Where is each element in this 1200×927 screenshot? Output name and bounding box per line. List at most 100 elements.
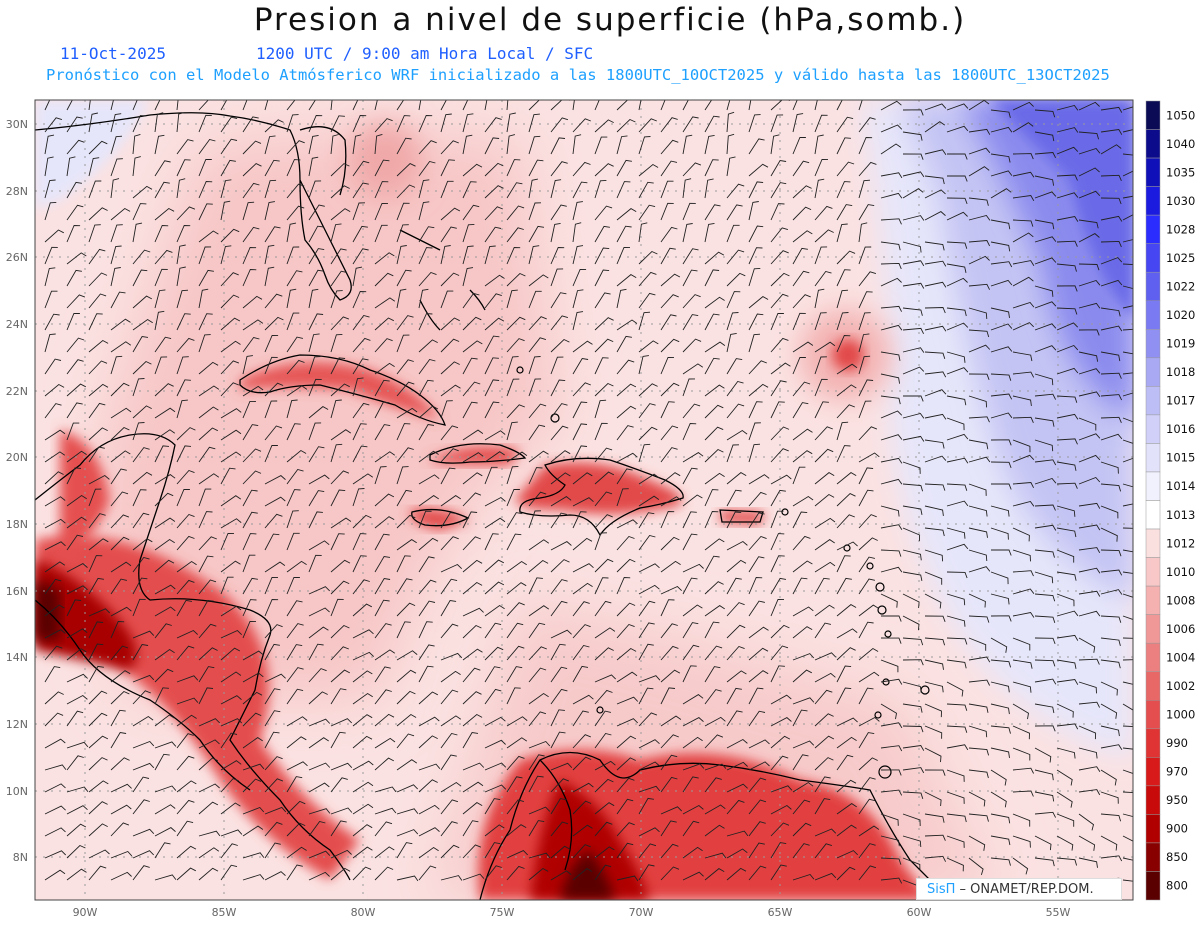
wind-barb [770,842,787,859]
wind-barb [528,605,550,617]
wind-barb [286,532,300,551]
wind-barb [814,539,835,551]
wind-barb [88,112,98,133]
wind-barb [242,874,265,881]
wind-barb [66,673,88,683]
wind-barb [924,439,945,449]
wind-barb [110,382,130,397]
wind-barb [1056,791,1073,808]
wind-barb [880,324,903,331]
wind-barb [770,555,785,573]
wind-barb [396,829,419,837]
wind-barb [924,615,946,622]
wind-barb [726,472,747,485]
wind-barb [352,266,363,287]
wind-barb [990,659,1012,668]
wind-barb [924,121,946,133]
wind-barb [594,514,613,529]
wind-barb [88,555,103,573]
wind-barb [418,160,436,177]
wind-barb [1122,593,1133,598]
wind-barb [682,694,704,705]
wind-barb [616,798,634,815]
wind-barb [1012,570,1034,577]
wind-barb [484,335,500,353]
wind-barb [660,715,682,727]
wind-barb [814,604,835,617]
wind-barb [330,470,350,485]
wind-barb [1056,307,1078,315]
wind-barb [660,117,678,133]
wind-barb [594,136,608,155]
wind-barb [1100,703,1118,719]
wind-barb [1100,129,1123,135]
wind-barb [352,314,370,331]
wind-barb [286,846,307,859]
wind-barb [88,538,109,551]
wind-barb [550,247,565,265]
wind-barb [968,240,991,247]
wind-barb [572,624,591,639]
wind-barb [594,317,614,331]
wind-barb [418,827,440,837]
wind-barb [374,493,395,507]
wind-barb [1012,195,1035,202]
wind-barb [682,604,703,617]
wind-barb [858,400,872,419]
wind-barb [726,403,745,419]
wind-barb [792,697,815,705]
wind-barb [176,820,194,837]
wind-barb [176,112,185,133]
wind-barb [528,539,550,551]
wind-barb [242,100,248,111]
wind-barb [330,248,347,265]
wind-barb [528,403,547,419]
wind-barb [484,357,499,375]
wind-barb [1100,569,1123,576]
wind-barb [770,474,792,485]
wind-barb [594,357,609,375]
wind-barb [484,739,506,749]
wind-barb [88,665,104,683]
wind-barb [1100,279,1123,287]
wind-barb [836,803,857,815]
wind-barb [264,599,279,617]
wind-barb [308,554,322,573]
wind-barb [1122,703,1133,711]
wind-barb [550,100,570,111]
wind-barb [374,118,393,133]
wind-barb [792,206,812,221]
wind-barb [990,346,1013,353]
wind-barb [176,560,197,573]
wind-barb [44,869,66,881]
wind-barb [396,269,412,287]
wind-barb [506,205,525,221]
wind-barb [968,283,991,290]
wind-barb [880,143,902,155]
wind-barb [110,690,130,705]
wind-barb [352,846,373,859]
wind-barb [374,713,395,727]
wind-barb [440,495,461,507]
wind-barb [374,516,395,529]
wind-barb [484,784,507,793]
wind-barb [880,410,903,419]
wind-barb [638,584,660,595]
wind-barb [682,776,699,793]
wind-barb [242,511,258,529]
colorbar-swatch [1145,785,1161,815]
wind-barb [44,518,66,529]
wind-barb [330,270,348,287]
wind-barb [484,466,498,485]
wind-barb [418,779,438,793]
wind-barb [132,740,155,749]
wind-barb [154,207,175,221]
colorbar-swatch [1145,614,1161,644]
wind-barb [1012,482,1035,489]
wind-barb [704,666,721,683]
wind-barb [990,483,1012,490]
wind-barb [836,289,849,309]
wind-barb [110,850,133,859]
wind-barb [1056,593,1075,607]
wind-barb [308,668,327,683]
